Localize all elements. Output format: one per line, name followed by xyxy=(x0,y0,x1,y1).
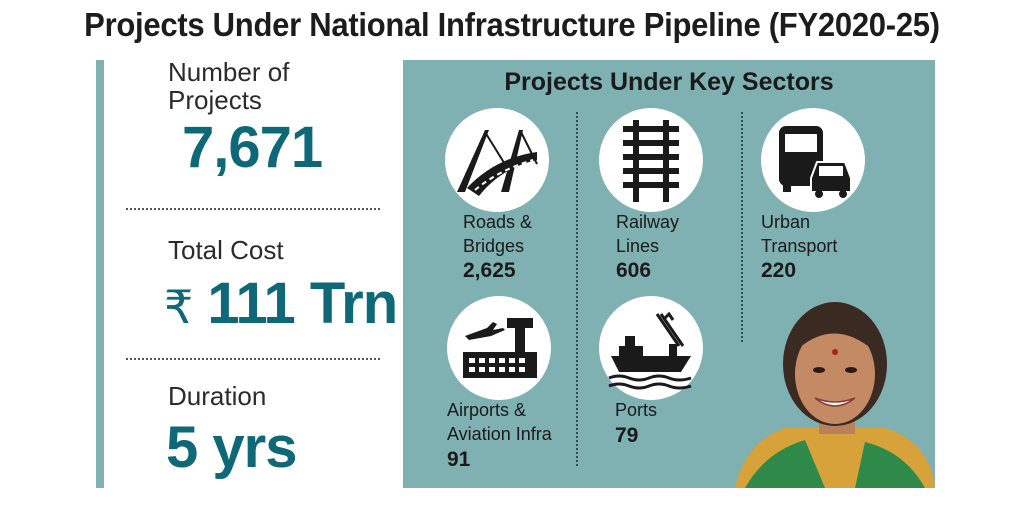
total-cost-value: ₹ 111 Trn xyxy=(164,270,398,337)
rupee-symbol: ₹ xyxy=(164,281,193,333)
sector-label-line: Urban xyxy=(761,212,811,232)
projects-label-line2: Projects xyxy=(168,85,262,115)
sector-label-line: Airports & xyxy=(447,400,527,420)
sector-label-airports: Airports & Aviation Infra xyxy=(447,398,552,446)
projects-label: Number of Projects xyxy=(168,58,289,114)
key-sectors-panel: Projects Under Key Sectors Roads & Bridg… xyxy=(403,60,935,488)
sector-value-ports: 79 xyxy=(615,424,639,447)
sector-value-railway: 606 xyxy=(616,259,652,282)
bridge-icon xyxy=(445,108,549,212)
projects-label-line1: Number of xyxy=(168,57,290,87)
sector-value-airports: 91 xyxy=(447,448,471,471)
sector-label-line: Bridges xyxy=(463,236,525,256)
bus-car-icon xyxy=(761,108,865,212)
sector-label-roads: Roads & Bridges xyxy=(463,210,532,258)
sector-label-line: Railway xyxy=(616,212,680,232)
sector-label-railway: Railway Lines xyxy=(616,210,679,258)
sector-label-line: Aviation Infra xyxy=(447,424,552,444)
projects-value: 7,671 xyxy=(182,115,323,180)
person-photo xyxy=(735,292,935,493)
divider xyxy=(126,358,380,360)
column-separator xyxy=(576,112,578,342)
total-cost-amount: 111 Trn xyxy=(207,271,398,336)
left-accent-bar xyxy=(96,60,104,488)
duration-label: Duration xyxy=(168,381,267,411)
airport-icon xyxy=(447,296,551,400)
column-separator xyxy=(576,316,578,466)
sector-label-urban: Urban Transport xyxy=(761,210,837,258)
duration-value: 5 yrs xyxy=(166,415,297,480)
sector-label-ports: Ports xyxy=(615,398,657,422)
sector-label-line: Transport xyxy=(761,236,838,256)
sector-label-line: Ports xyxy=(615,400,658,420)
total-cost-label: Total Cost xyxy=(168,235,284,265)
sector-label-line: Lines xyxy=(616,236,660,256)
sector-value-urban: 220 xyxy=(761,259,797,282)
railway-track-icon xyxy=(599,108,703,212)
port-ship-crane-icon xyxy=(599,296,703,400)
divider xyxy=(126,208,380,210)
sector-value-roads: 2,625 xyxy=(463,259,516,282)
sector-label-line: Roads & xyxy=(463,212,533,232)
panel-title: Projects Under Key Sectors xyxy=(504,68,834,96)
column-separator xyxy=(741,112,743,342)
page-title: Projects Under National Infrastructure P… xyxy=(84,6,940,43)
